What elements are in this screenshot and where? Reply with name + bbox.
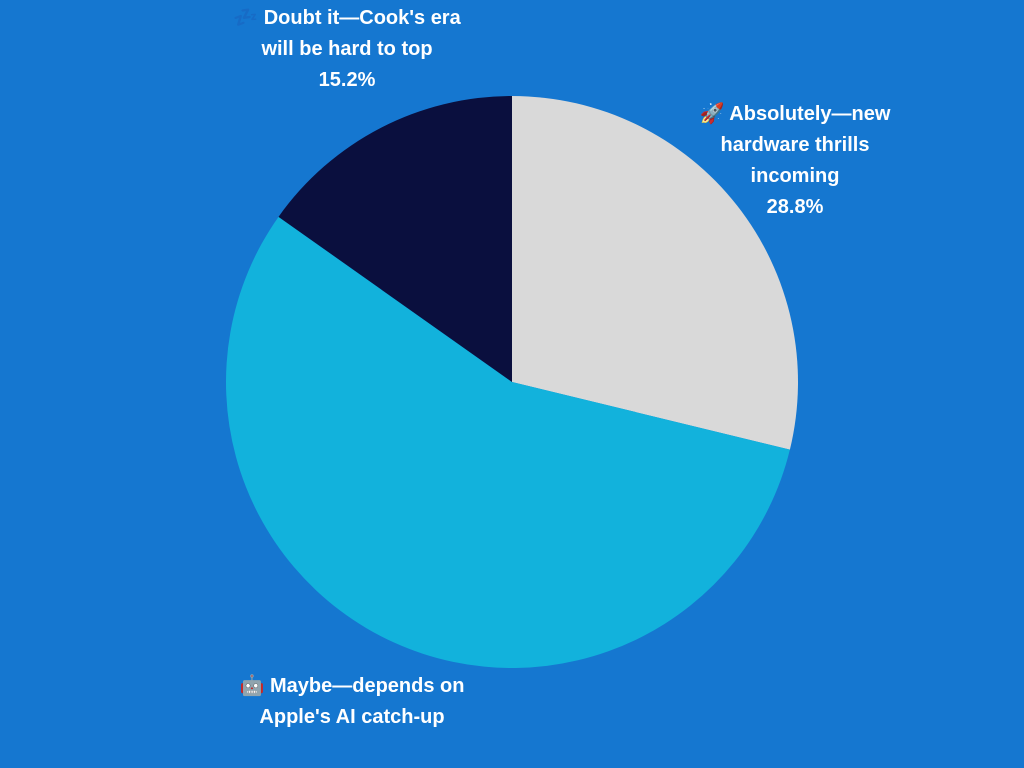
pie-slice	[226, 216, 790, 668]
value-label: 28.8%	[766, 196, 824, 218]
category-label: 🚀 Absolutely—new hardware thrills incomi…	[699, 103, 891, 187]
slice-label: 💤 Doubt it—Cook's era will be hard to to…	[232, 3, 462, 96]
pie-slice	[278, 95, 512, 382]
value-label: 15.2%	[318, 69, 376, 91]
category-label: 🤖 Maybe—depends on Apple's AI catch-up	[239, 675, 465, 728]
slice-label: 🚀 Absolutely—new hardware thrills incomi…	[680, 99, 910, 223]
category-label: 💤 Doubt it—Cook's era will be hard to to…	[233, 7, 461, 60]
pie-slice	[512, 96, 799, 450]
slice-label: 🤖 Maybe—depends on Apple's AI catch-up	[237, 671, 467, 733]
